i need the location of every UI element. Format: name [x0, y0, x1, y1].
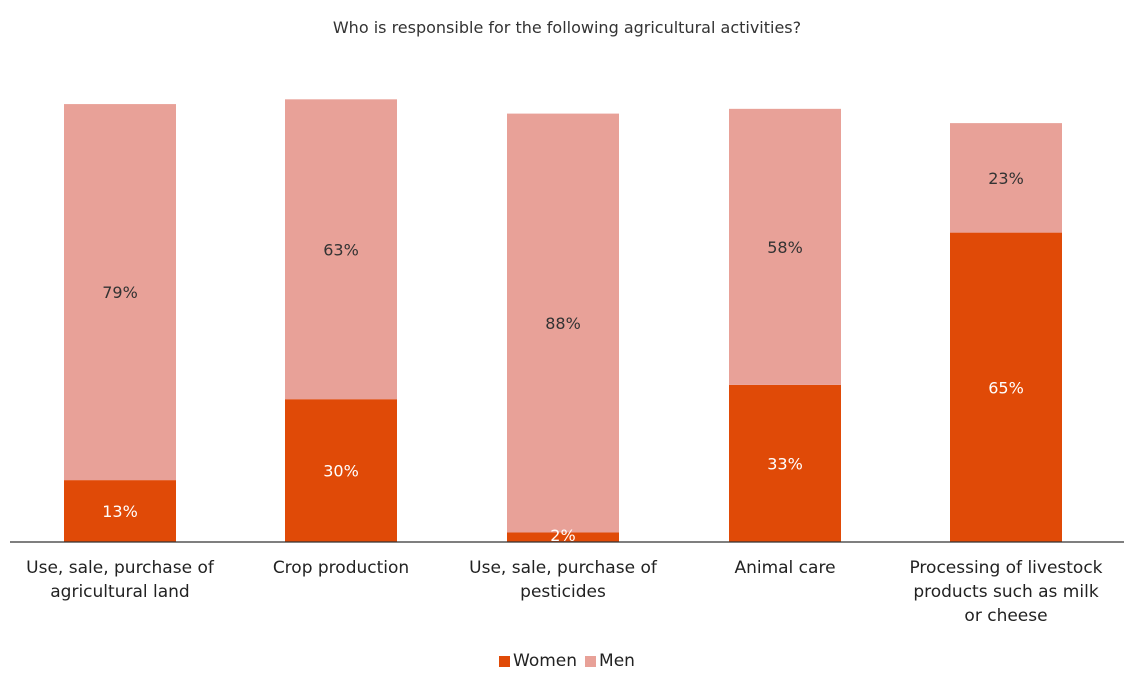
- bar-men-1: [64, 104, 176, 481]
- legend-item-men: Men: [585, 650, 635, 672]
- data-label-men-4: 58%: [767, 238, 803, 257]
- bar-men-3: [507, 113, 619, 533]
- x-tick-label-3: Use, sale, purchase of pesticides: [469, 558, 657, 602]
- data-label-men-1: 79%: [102, 283, 138, 302]
- data-label-men-5: 23%: [988, 169, 1024, 188]
- chart-title: Who is responsible for the following agr…: [332, 18, 802, 37]
- legend-swatch-women: [499, 655, 511, 667]
- x-tick-label-1: Use, sale, purchase of agricultural land: [26, 558, 214, 602]
- legend: Women Men: [0, 650, 1134, 673]
- x-tick-label-2: Crop production: [272, 558, 410, 578]
- data-label-women-2: 30%: [323, 462, 359, 481]
- bar-women-2: [285, 399, 397, 542]
- bar-men-4: [729, 108, 841, 385]
- data-label-men-2: 63%: [323, 240, 359, 259]
- data-label-women-5: 65%: [988, 378, 1024, 397]
- bar-women-5: [950, 232, 1062, 542]
- data-label-women-4: 33%: [767, 454, 803, 473]
- bar-men-2: [285, 99, 397, 400]
- legend-item-women: Women: [499, 650, 577, 672]
- data-label-women-3: 2%: [550, 526, 575, 545]
- bar-men-5: [950, 123, 1062, 233]
- x-tick-label-5: Processing of livestock products such as…: [909, 558, 1103, 626]
- legend-swatch-men: [585, 655, 597, 667]
- bar-women-1: [64, 480, 176, 542]
- x-tick-label-4: Animal care: [734, 558, 836, 578]
- bar-women-4: [729, 384, 841, 542]
- legend-label-men: Men: [599, 651, 635, 671]
- legend-label-women: Women: [513, 651, 578, 671]
- bar-women-3: [507, 532, 619, 542]
- data-label-women-1: 13%: [102, 502, 138, 521]
- data-label-men-3: 88%: [545, 314, 581, 333]
